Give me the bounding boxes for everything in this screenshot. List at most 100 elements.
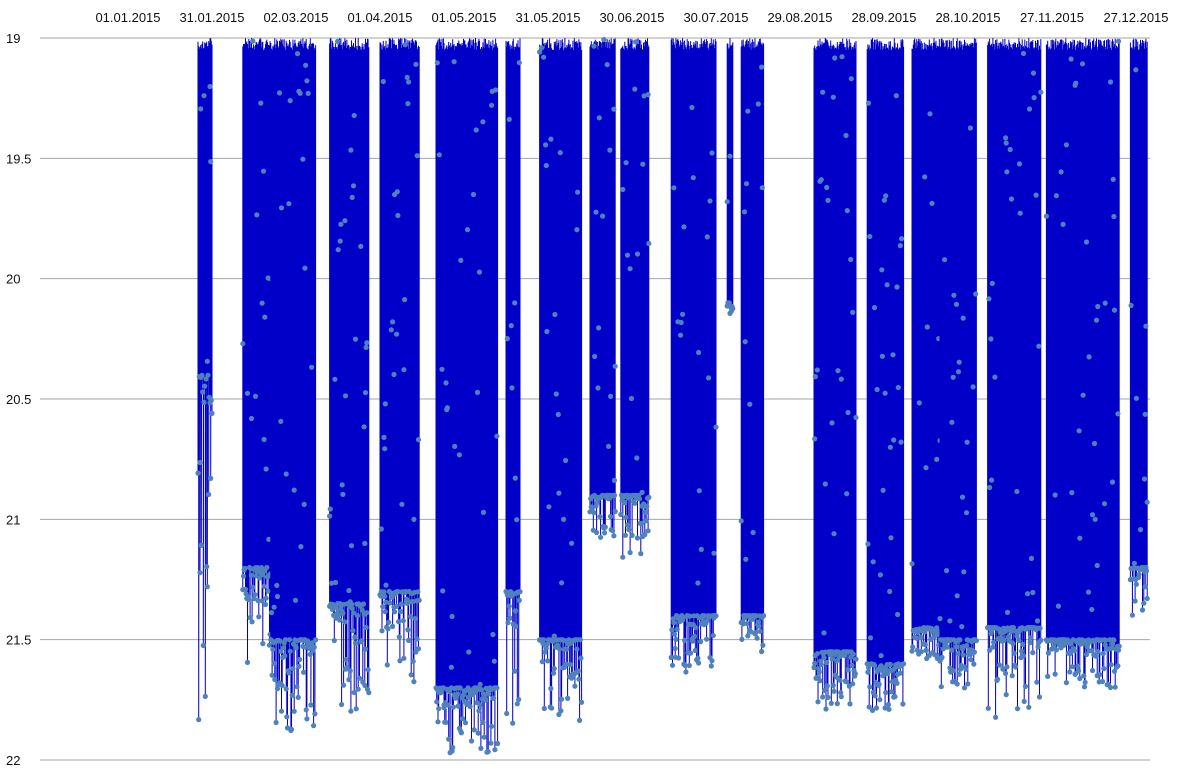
data-point bbox=[278, 205, 285, 211]
data-point bbox=[451, 59, 457, 65]
data-point bbox=[303, 707, 309, 713]
series-segment bbox=[1129, 38, 1148, 616]
data-point bbox=[1073, 80, 1079, 86]
data-point bbox=[759, 64, 765, 70]
series-markers bbox=[268, 51, 319, 734]
data-point bbox=[1010, 625, 1017, 631]
data-point bbox=[887, 444, 894, 450]
data-point bbox=[967, 125, 974, 131]
data-point bbox=[1026, 704, 1032, 710]
data-point bbox=[286, 201, 292, 207]
data-point bbox=[947, 618, 953, 624]
data-point bbox=[301, 501, 307, 507]
data-point bbox=[504, 710, 510, 717]
data-point bbox=[1004, 169, 1010, 175]
data-point bbox=[254, 565, 261, 571]
data-point bbox=[724, 199, 730, 205]
data-point bbox=[446, 736, 452, 742]
data-point bbox=[361, 424, 367, 430]
series-markers bbox=[937, 125, 980, 691]
data-point bbox=[548, 685, 554, 692]
data-point bbox=[401, 655, 407, 661]
data-point bbox=[598, 534, 604, 540]
data-point bbox=[381, 589, 387, 595]
data-point bbox=[622, 499, 628, 506]
data-point bbox=[480, 719, 486, 726]
data-point bbox=[337, 617, 343, 623]
data-point bbox=[402, 42, 408, 48]
data-point bbox=[381, 434, 387, 440]
data-point bbox=[973, 291, 979, 297]
data-point bbox=[1085, 589, 1092, 595]
data-point bbox=[618, 511, 624, 518]
data-point bbox=[814, 367, 820, 373]
data-point bbox=[199, 372, 205, 378]
data-point bbox=[471, 727, 477, 733]
data-point bbox=[967, 652, 974, 658]
data-point bbox=[606, 443, 612, 449]
data-point bbox=[1038, 637, 1044, 644]
data-point bbox=[567, 662, 573, 668]
data-point bbox=[844, 491, 850, 497]
data-point bbox=[706, 375, 712, 381]
data-point bbox=[332, 376, 338, 382]
data-point bbox=[445, 702, 451, 708]
data-point bbox=[297, 90, 303, 96]
data-point bbox=[755, 619, 761, 625]
data-point bbox=[295, 694, 301, 701]
data-point bbox=[359, 607, 365, 613]
data-point bbox=[828, 700, 834, 706]
data-point bbox=[742, 339, 748, 345]
data-point bbox=[1000, 666, 1006, 672]
data-point bbox=[250, 584, 256, 591]
data-point bbox=[955, 369, 962, 375]
data-point bbox=[482, 692, 488, 698]
data-point bbox=[274, 582, 280, 589]
data-point bbox=[557, 150, 563, 156]
data-point bbox=[692, 633, 698, 639]
series-segment bbox=[987, 37, 1042, 718]
data-point bbox=[1027, 640, 1033, 646]
data-point bbox=[1111, 668, 1118, 674]
data-point bbox=[829, 656, 835, 662]
data-point bbox=[879, 353, 886, 359]
data-point bbox=[382, 593, 388, 599]
data-point bbox=[464, 227, 471, 233]
data-point bbox=[955, 650, 961, 657]
data-point bbox=[434, 60, 440, 66]
data-point bbox=[240, 341, 246, 347]
data-point bbox=[918, 634, 924, 641]
data-point bbox=[1011, 650, 1017, 656]
data-point bbox=[1115, 647, 1122, 653]
data-point bbox=[352, 640, 359, 646]
data-point bbox=[378, 526, 384, 532]
y-tick-label: 21 bbox=[6, 512, 20, 527]
data-point bbox=[552, 311, 558, 318]
data-point bbox=[259, 598, 265, 604]
data-point bbox=[311, 723, 317, 729]
data-point bbox=[940, 646, 946, 652]
data-point bbox=[602, 530, 608, 536]
data-point bbox=[406, 79, 412, 85]
series-markers bbox=[738, 64, 767, 655]
data-point bbox=[958, 662, 964, 669]
series-segment bbox=[726, 37, 734, 314]
data-point bbox=[351, 112, 357, 119]
data-point bbox=[1093, 653, 1099, 659]
data-point bbox=[829, 420, 835, 426]
data-point bbox=[362, 390, 369, 396]
data-point bbox=[1003, 135, 1009, 141]
data-point bbox=[910, 644, 916, 650]
data-point bbox=[541, 705, 547, 712]
data-point bbox=[391, 371, 397, 378]
data-point bbox=[873, 705, 880, 711]
data-point bbox=[512, 300, 518, 306]
data-point bbox=[970, 384, 976, 390]
data-point bbox=[916, 400, 922, 406]
data-point bbox=[929, 200, 935, 206]
data-point bbox=[362, 682, 368, 689]
data-point bbox=[414, 153, 420, 159]
data-point bbox=[866, 704, 872, 710]
data-point bbox=[494, 433, 500, 439]
data-point bbox=[993, 714, 999, 720]
